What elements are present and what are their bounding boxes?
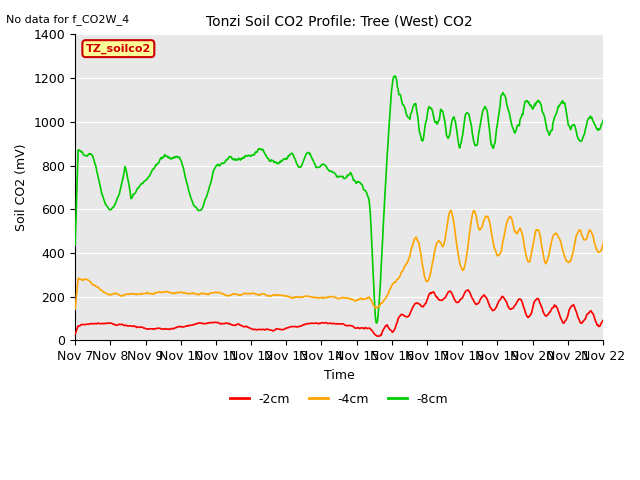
Title: Tonzi Soil CO2 Profile: Tree (West) CO2: Tonzi Soil CO2 Profile: Tree (West) CO2 [205, 15, 472, 29]
Y-axis label: Soil CO2 (mV): Soil CO2 (mV) [15, 144, 28, 231]
Text: No data for f_CO2W_4: No data for f_CO2W_4 [6, 14, 130, 25]
Legend: -2cm, -4cm, -8cm: -2cm, -4cm, -8cm [225, 388, 453, 411]
Text: TZ_soilco2: TZ_soilco2 [86, 44, 151, 54]
X-axis label: Time: Time [324, 369, 355, 382]
